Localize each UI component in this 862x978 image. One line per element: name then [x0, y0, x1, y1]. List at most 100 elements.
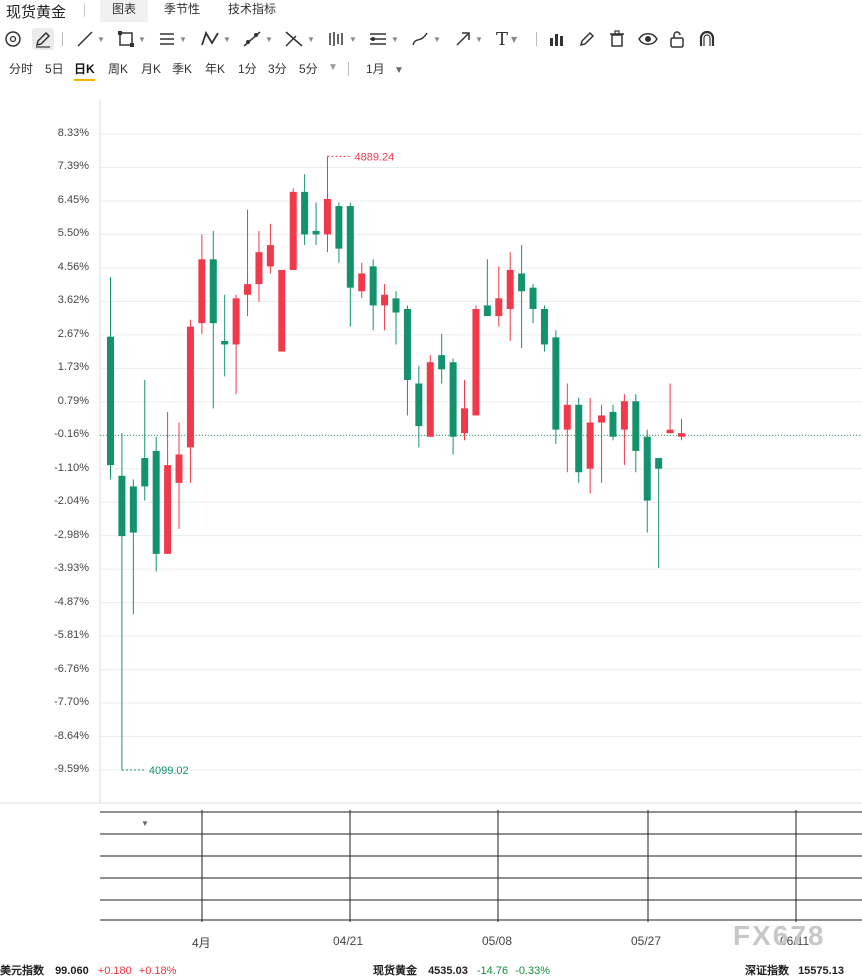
candle-body: [255, 252, 263, 285]
rect-icon[interactable]: ▼: [117, 28, 146, 50]
candle-body: [312, 230, 320, 235]
y-tick-label: -5.81%: [54, 629, 89, 642]
draw-icon[interactable]: [32, 28, 54, 50]
candle-body: [129, 486, 137, 533]
candle-body: [209, 259, 217, 324]
period-5min[interactable]: 5分: [299, 62, 318, 76]
measure-icon[interactable]: ▼: [368, 28, 399, 50]
period-yearly[interactable]: 年K: [205, 62, 226, 76]
instrument-title: 现货黄金: [6, 4, 67, 21]
x-label-0421: 04/21: [333, 934, 364, 948]
y-tick-label: -8.64%: [54, 729, 89, 742]
top-bar: 现货黄金 图表 季节性 技术指标: [0, 0, 862, 22]
line-icon[interactable]: ▼: [76, 28, 105, 50]
eye-icon[interactable]: [638, 28, 658, 50]
y-tick-label: -4.87%: [54, 595, 89, 608]
panel-dropdown-icon[interactable]: ▼: [141, 819, 149, 828]
y-tick-label: 3.62%: [57, 294, 89, 307]
period-quarterly[interactable]: 季K: [172, 62, 193, 76]
candlestick-chart[interactable]: 4889.24 4099.02: [0, 100, 862, 810]
y-tick-label: -7.70%: [54, 696, 89, 709]
candle-body: [289, 191, 297, 270]
gann-icon[interactable]: ▼: [284, 28, 315, 50]
candle-body: [632, 401, 640, 451]
candle-body: [483, 305, 491, 317]
trash-icon[interactable]: [608, 28, 626, 50]
period-5day[interactable]: 5日: [45, 62, 64, 76]
y-tick-label: 2.67%: [57, 327, 89, 340]
candle-body: [323, 198, 331, 235]
candle-body: [415, 383, 423, 427]
candle-body: [609, 411, 617, 437]
candle-body: [392, 298, 400, 313]
ticker-shenzhen-index[interactable]: 深证指数 15575.13: [745, 965, 844, 977]
tab-chart[interactable]: 图表: [100, 0, 149, 22]
period-intraday[interactable]: 分时: [9, 62, 34, 76]
candle-body: [381, 294, 389, 306]
bars-icon[interactable]: ▼: [329, 32, 357, 46]
y-tick-label: 4.56%: [57, 260, 89, 273]
brush-icon[interactable]: ▼: [410, 28, 441, 50]
candle-body: [175, 454, 183, 483]
candle-body: [461, 408, 469, 434]
y-tick-label: -0.16%: [54, 428, 89, 441]
candle-body: [198, 259, 206, 324]
candle-body: [403, 308, 411, 380]
candle-body: [655, 458, 663, 469]
period-3min[interactable]: 3分: [268, 62, 287, 76]
candle-body: [346, 206, 354, 288]
y-tick-label: 0.79%: [57, 394, 89, 407]
indicator-icon[interactable]: [548, 28, 566, 50]
indicator-panel[interactable]: ▼: [100, 810, 862, 922]
candle-body: [118, 475, 126, 537]
period-monthly[interactable]: 月K: [141, 62, 162, 76]
candle-body: [244, 284, 252, 295]
period-selector: 分时 5日 日K 周K 月K 季K 年K 1分 3分 5分 ▼ 1月 ▼: [0, 58, 862, 81]
pencil-icon[interactable]: [578, 28, 596, 50]
candle-body: [152, 450, 160, 554]
lock-icon[interactable]: [668, 28, 686, 50]
y-tick-label: -6.76%: [54, 662, 89, 675]
annotations: 4889.24 4099.02: [121, 151, 394, 777]
candle-body: [278, 269, 286, 352]
candle-body: [518, 273, 526, 292]
candle-body: [426, 362, 434, 437]
candle-body: [529, 287, 537, 309]
x-label-0508: 05/08: [482, 934, 513, 948]
y-tick-label: -2.04%: [54, 495, 89, 508]
candle-body: [221, 340, 229, 345]
magnet-icon[interactable]: [698, 28, 716, 50]
period-more-icon[interactable]: ▼: [328, 62, 338, 73]
drawing-toolbar: ▼ ▼ ▼ ▼ ▼ ▼ ▼ ▼ ▼ ▼ T ▼: [0, 26, 862, 52]
candles: [107, 156, 685, 770]
pattern-icon[interactable]: ▼: [200, 28, 231, 50]
range-select[interactable]: 1月 ▼: [366, 62, 404, 76]
candle-body: [266, 245, 274, 267]
candle-body: [540, 308, 548, 345]
cursor-icon[interactable]: [4, 28, 22, 50]
min-price-label: 4099.02: [149, 765, 189, 777]
y-tick-label: -9.59%: [54, 763, 89, 775]
candle-body: [301, 191, 309, 235]
ticker-spot-gold[interactable]: 现货黄金 4535.03 -14.76 -0.33%: [373, 965, 551, 977]
text-icon[interactable]: T ▼: [496, 28, 518, 50]
period-1min[interactable]: 1分: [238, 62, 257, 76]
candle-body: [495, 298, 503, 317]
fib-icon[interactable]: ▼: [242, 28, 273, 50]
candle-body: [506, 269, 514, 309]
tab-seasonality[interactable]: 季节性: [164, 2, 201, 16]
arrow-icon[interactable]: ▼: [454, 28, 483, 50]
candle-body: [186, 326, 194, 448]
toolbar-separator: [536, 32, 537, 46]
period-daily[interactable]: 日K: [74, 60, 95, 81]
ticker-usd-index[interactable]: 美元指数 99.060 +0.180 +0.18%: [0, 965, 177, 977]
channel-icon[interactable]: ▼: [160, 33, 187, 45]
tab-indicators[interactable]: 技术指标: [228, 2, 277, 16]
candle-body: [449, 362, 457, 437]
candle-body: [552, 337, 560, 430]
chevron-down-icon: ▼: [394, 65, 404, 76]
gridlines: [100, 133, 862, 771]
candle-body: [438, 355, 446, 370]
period-weekly[interactable]: 周K: [108, 62, 129, 76]
candle-body: [586, 422, 594, 469]
